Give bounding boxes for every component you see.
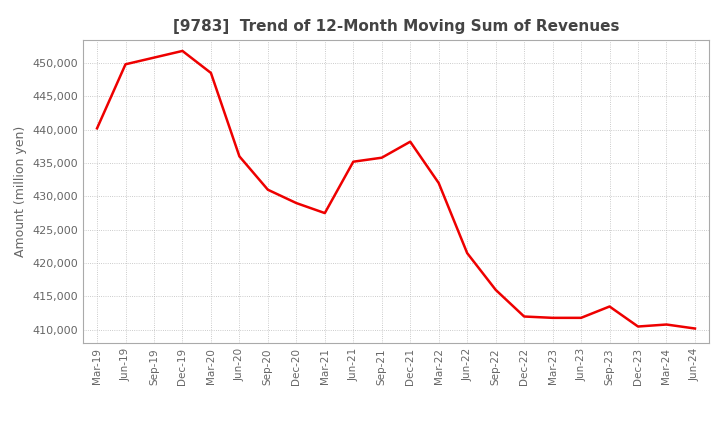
Title: [9783]  Trend of 12-Month Moving Sum of Revenues: [9783] Trend of 12-Month Moving Sum of R… — [173, 19, 619, 34]
Y-axis label: Amount (million yen): Amount (million yen) — [14, 126, 27, 257]
